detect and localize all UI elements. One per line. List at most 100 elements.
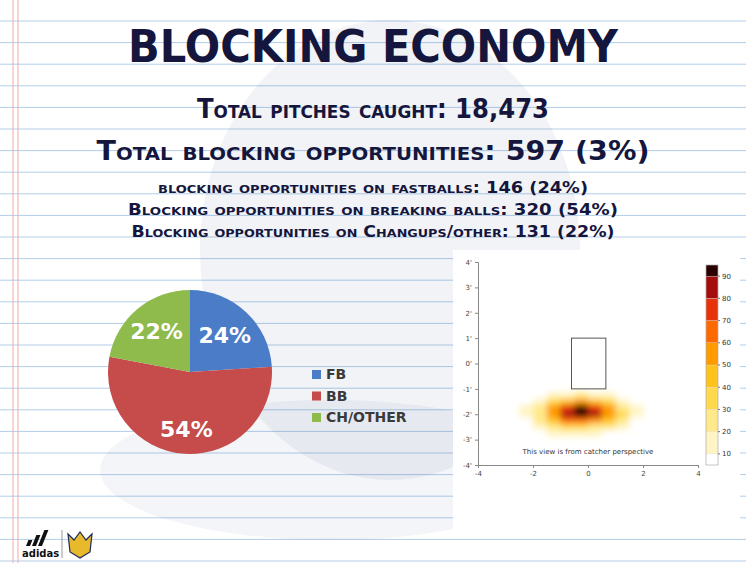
logo: adidas	[22, 530, 92, 559]
tick-label: 4'	[466, 259, 472, 267]
colorbar-frame	[706, 265, 718, 465]
heatmap-cell	[519, 398, 533, 405]
heatmap-cell	[588, 430, 602, 437]
colorbar-band	[706, 365, 718, 387]
tick-label: 2'	[466, 309, 472, 317]
heatmap-cell	[547, 392, 561, 399]
colorbar-band	[706, 321, 718, 343]
tick-mark	[475, 414, 478, 415]
data-label: 22%	[130, 319, 183, 344]
annotation: This view is from catcher perspective	[522, 448, 654, 456]
tick: -3'	[463, 436, 478, 444]
logo-divider	[62, 530, 63, 558]
colorbar-tick	[718, 342, 720, 343]
colorbar-band	[706, 265, 718, 276]
logo-mascot	[68, 532, 92, 558]
heatmap-panel	[453, 250, 740, 533]
heatmap-cell	[629, 405, 643, 412]
heatmap-cell	[547, 411, 561, 418]
legend: FB BB CH/OTHER	[312, 366, 407, 425]
heatmap-cell	[588, 398, 602, 405]
heatmap-cell	[547, 430, 561, 437]
tick-mark	[475, 262, 478, 263]
tick-label: -3'	[463, 436, 472, 444]
tick-mark	[475, 287, 478, 288]
tick: 4'	[466, 259, 478, 267]
tick-mark	[588, 465, 589, 468]
colorbar-band	[706, 298, 718, 320]
colorbar-band	[706, 432, 718, 454]
logo-stripe	[26, 540, 32, 546]
heatmap-cell	[574, 398, 588, 405]
data-label: 54%	[160, 417, 213, 442]
colorbar-label: 10	[722, 450, 731, 458]
colorbar-tick	[718, 365, 720, 366]
tick-label: 2	[641, 470, 645, 478]
heatmap-cell	[519, 411, 533, 418]
tick-mark	[475, 389, 478, 390]
heatmap-cell	[561, 424, 575, 431]
heatmap-cell	[574, 417, 588, 424]
colorbar-label: 60	[722, 339, 731, 347]
colorbar-label: 30	[722, 406, 731, 414]
pie-slice	[190, 290, 272, 372]
title: BLOCKING ECONOMY	[128, 21, 619, 72]
axis-line	[475, 263, 479, 466]
colorbar-band	[706, 409, 718, 431]
logo-text: adidas	[22, 548, 59, 559]
heatmap-cells	[519, 392, 643, 437]
legend-label: CH/OTHER	[326, 409, 407, 425]
legend-label: FB	[326, 366, 346, 382]
heatmap-cell	[533, 430, 547, 437]
colorbar-tick	[718, 298, 720, 299]
legend-swatch	[312, 370, 321, 379]
heatmap-cell	[533, 417, 547, 424]
margin-line	[18, 0, 19, 563]
heatmap-cell	[533, 411, 547, 418]
heatmap-cell	[616, 424, 630, 431]
heatmap-cell	[629, 430, 643, 437]
stat-line: Blocking opportunities on Changups/other…	[132, 223, 615, 241]
colorbar-tick	[718, 387, 720, 388]
tick: -4	[475, 465, 483, 478]
page: BLOCKING ECONOMYTotal pitches caught: 18…	[0, 0, 746, 563]
heatmap-cell	[602, 411, 616, 418]
colorbar-tick	[718, 409, 720, 410]
tick-mark	[475, 338, 478, 339]
heatmap-cell	[602, 398, 616, 405]
colorbar-band	[706, 454, 718, 465]
tick-mark	[475, 465, 478, 466]
heatmap-cell	[574, 411, 588, 418]
colorbar-band	[706, 387, 718, 409]
heatmap-cell	[533, 392, 547, 399]
heatmap-cell	[629, 417, 643, 424]
background	[0, 0, 746, 563]
heatmap-cell	[602, 424, 616, 431]
heatmap-cell	[588, 392, 602, 399]
colorbar-label: 80	[722, 295, 731, 303]
legend-label: BB	[326, 388, 347, 404]
tick-label: -2	[530, 470, 537, 478]
colorbar-band	[706, 343, 718, 365]
heatmap-cell	[574, 424, 588, 431]
tick: 2	[641, 465, 645, 478]
margin-line	[13, 0, 14, 563]
colorbar: 102030405060708090	[706, 265, 731, 465]
heatmap-cell	[519, 430, 533, 437]
tick-mark	[643, 465, 644, 468]
tick: -4'	[463, 462, 478, 470]
heatmap-cell	[602, 405, 616, 412]
pie: 24%54%22%	[108, 290, 272, 454]
heatmap-cell	[616, 430, 630, 437]
heatmap-cell	[519, 405, 533, 412]
heatmap-cell	[561, 405, 575, 412]
heatmap-cell	[519, 392, 533, 399]
stat-line: Total blocking opportunities: 597 (3%)	[97, 136, 650, 166]
colorbar-label: 40	[722, 384, 731, 392]
tick-label: 4	[696, 470, 701, 478]
heatmap-cell	[519, 424, 533, 431]
heatmap-cell	[574, 392, 588, 399]
heatmap-cell	[547, 417, 561, 424]
tick-label: -4	[475, 470, 483, 478]
heatmap-cell	[561, 392, 575, 399]
